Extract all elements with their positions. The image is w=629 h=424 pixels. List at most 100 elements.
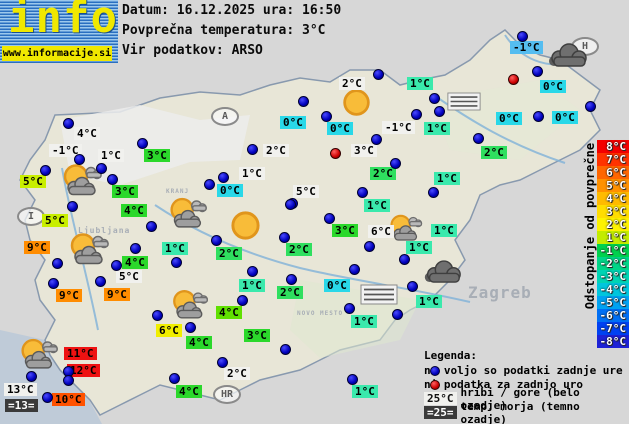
station-dot-red [508,74,519,85]
temp-label: 9°C [24,241,50,254]
temp-label: 0°C [217,184,243,197]
red-dot-icon [430,379,440,390]
temp-label: 1°C [162,242,188,255]
temp-label: 1°C [239,167,265,180]
logo[interactable]: info www.informacije.si [0,0,118,63]
station-dot-blue [63,375,74,386]
temp-label: 0°C [540,80,566,93]
station-dot-blue [96,163,107,174]
station-dot-blue [130,243,141,254]
legend-item: na voljo so podatki zadnje ure [424,364,629,377]
station-dot-blue [40,165,51,176]
temp-label: 4°C [186,336,212,349]
temp-label: 0°C [324,279,350,292]
station-dot-blue [392,309,403,320]
scale-row: -5°C [597,296,629,309]
color-scale: 8°C 7°C 6°C 5°C 4°C 3°C 2°C 1°C -1°C -2°C -3°C -4°C… [597,140,629,348]
station-dot-blue [357,187,368,198]
weather-icon-sun [341,87,372,122]
temp-label: 6°C [368,225,394,238]
temp-label: 1°C [239,279,265,292]
legend-item-label: temp. morja (temno ozadje) [460,399,580,424]
scale-title: Odstopanje od povprečne temperature: [583,142,611,310]
station-dot-blue [364,241,375,252]
temp-label: 4°C [74,127,100,140]
station-dot-blue [137,138,148,149]
station-dot-blue [371,134,382,145]
legend-items: na voljo so podatki zadnje ure ni podatka… [424,364,629,424]
weather-icon-dark_cloud [421,260,463,289]
temp-label: 1°C [406,241,432,254]
station-dot-blue [63,118,74,129]
scale-row: 4°C [597,192,629,205]
temp-label: 2°C [277,286,303,299]
temp-label: 2°C [224,367,250,380]
scale-row: -6°C [597,309,629,322]
station-dot-blue [217,357,228,368]
station-dot-blue [373,69,384,80]
temp-label: 5°C [20,175,46,188]
scale-row: 8°C [597,140,629,153]
station-dot-blue [218,172,229,183]
station-dot-blue [247,266,258,277]
temp-label: 3°C [112,185,138,198]
station-dot-blue [67,201,78,212]
station-dot-blue [95,276,106,287]
logo-url[interactable]: www.informacije.si [2,46,112,61]
legend-item-label: ni podatka za zadnjo uro [424,378,583,391]
station-dot-blue [107,174,118,185]
temp-label: 9°C [56,289,82,302]
temp-label: 1°C [424,122,450,135]
weather-icon-sun_cloud [166,288,210,324]
temp-label: 3°C [351,144,377,157]
station-dot-blue [585,101,596,112]
temp-label: 0°C [280,116,306,129]
station-dot-blue [211,235,222,246]
temp-label: 2°C [263,144,289,157]
legend-item-label: na voljo so podatki zadnje ure [424,364,623,377]
station-dot-blue [321,111,332,122]
legend-item: 25°C hribi / gore (belo ozadje) [424,386,629,412]
temp-label: 2°C [286,243,312,256]
city-label: KRANJ [166,188,190,195]
temp-label: 4°C [176,385,202,398]
station-dot-blue [298,96,309,107]
scale-row: -7°C [597,322,629,335]
station-dot-blue [399,254,410,265]
station-dot-blue [285,199,296,210]
temp-label: 5°C [293,185,319,198]
weather-icon-sun_cloud [163,196,209,233]
scale-row: 5°C [597,179,629,192]
road-sign-hr: HR [213,385,241,404]
weather-icon-fog [360,284,398,309]
temp-label: 4°C [122,256,148,269]
station-dot-blue [434,106,445,117]
weather-icon-sun_cloud [14,337,60,374]
station-dot-blue [286,274,297,285]
header-avg-temp: Povprečna temperatura: 3°C [122,23,326,38]
city-label: Zagreb [468,283,532,302]
temp-label: 11°C [64,347,97,360]
station-dot-blue [237,295,248,306]
road-sign-a: A [211,107,239,126]
scale-row: 6°C [597,166,629,179]
temp-label: 2°C [339,77,365,90]
station-dot-blue [74,154,85,165]
alps-shading [60,105,250,185]
station-dot-blue [26,371,37,382]
station-dot-blue [344,303,355,314]
river-sava [154,204,471,303]
scale-row: -2°C [597,257,629,270]
temp-label: 3°C [144,149,170,162]
station-dot-blue [52,258,63,269]
legend: Legenda: na voljo so podatki zadnje ure n… [424,349,629,424]
weather-icon-sun_cloud [56,162,104,201]
temp-label: 12°C [67,364,100,377]
temp-label: 4°C [121,204,147,217]
station-dot-blue [407,281,418,292]
scale-row: 1°C [597,231,629,244]
temp-label: 1°C [416,295,442,308]
temp-label: 1°C [364,199,390,212]
scale-row: 7°C [597,153,629,166]
station-dot-blue [428,187,439,198]
